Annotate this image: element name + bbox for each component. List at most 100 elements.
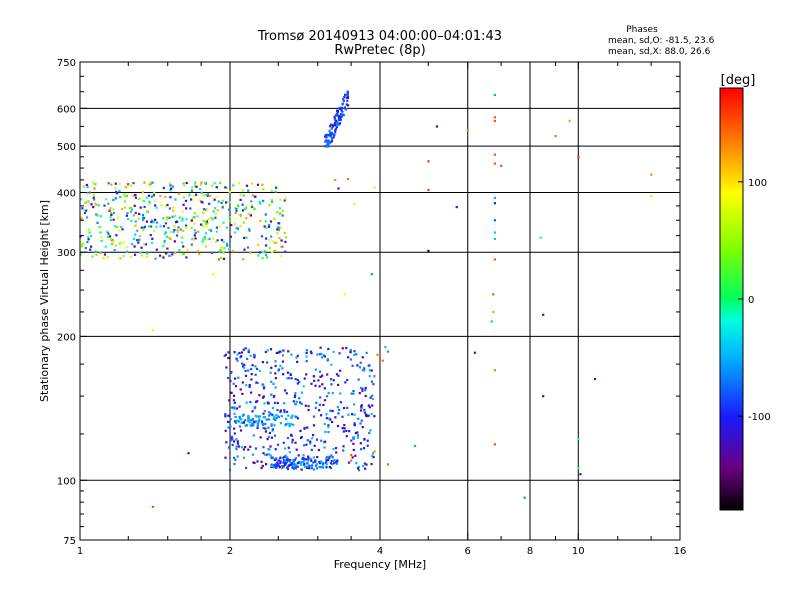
data-point	[233, 440, 236, 443]
data-point	[152, 194, 155, 197]
data-point	[185, 218, 188, 221]
data-point	[222, 240, 225, 243]
data-point	[127, 184, 130, 187]
data-point	[227, 420, 230, 423]
data-point	[345, 93, 348, 96]
data-point	[542, 313, 545, 316]
data-point	[265, 244, 268, 247]
data-point	[169, 196, 172, 199]
data-point	[329, 134, 332, 137]
data-point	[162, 256, 165, 259]
data-point	[333, 462, 336, 465]
data-point	[154, 257, 157, 260]
data-point	[304, 465, 308, 468]
data-point	[291, 441, 294, 444]
data-point	[366, 444, 369, 447]
data-point	[256, 422, 259, 425]
data-point	[312, 461, 315, 464]
data-point	[577, 438, 580, 441]
data-point	[328, 457, 331, 460]
data-point	[320, 352, 323, 355]
data-point	[183, 196, 186, 199]
data-point	[137, 241, 140, 244]
data-point	[304, 404, 307, 407]
data-point	[212, 273, 215, 276]
data-point	[281, 360, 284, 363]
data-point	[274, 386, 277, 389]
data-point	[100, 239, 103, 242]
data-point	[122, 254, 125, 257]
data-point	[341, 110, 344, 113]
data-point	[123, 193, 126, 196]
data-point	[352, 448, 355, 451]
data-point	[325, 463, 328, 466]
data-point	[231, 443, 234, 446]
data-point	[279, 461, 282, 465]
data-point	[247, 448, 250, 451]
data-point	[182, 229, 185, 232]
data-point	[346, 406, 349, 409]
data-point	[276, 401, 279, 405]
data-point	[245, 217, 248, 220]
data-point	[318, 385, 321, 388]
data-point	[212, 210, 215, 213]
data-point	[211, 184, 214, 187]
data-point	[185, 181, 188, 185]
data-point	[330, 137, 334, 140]
data-point	[365, 413, 368, 416]
data-point	[275, 466, 278, 469]
data-point	[282, 465, 285, 468]
data-point	[275, 186, 278, 189]
data-point	[303, 377, 306, 380]
data-point	[321, 356, 324, 359]
data-point	[363, 367, 366, 370]
data-point	[163, 233, 166, 236]
data-point	[358, 392, 361, 395]
data-point	[223, 354, 226, 357]
data-point	[244, 347, 247, 350]
y-tick-label: 600	[57, 104, 76, 115]
data-point	[554, 135, 557, 138]
data-point	[147, 225, 151, 228]
data-point	[279, 422, 282, 425]
data-point	[212, 237, 215, 240]
data-point	[288, 423, 292, 426]
data-point	[270, 424, 273, 427]
data-point	[346, 95, 349, 98]
data-point	[273, 463, 276, 466]
data-point	[331, 409, 334, 413]
data-point	[178, 249, 181, 252]
data-point	[322, 466, 325, 469]
data-point	[162, 217, 165, 220]
data-point	[233, 412, 236, 415]
data-point	[319, 375, 322, 378]
data-point	[309, 350, 313, 353]
data-point	[335, 112, 338, 116]
data-point	[259, 202, 262, 205]
data-point	[373, 415, 376, 418]
data-point	[262, 452, 265, 455]
data-point	[96, 221, 99, 224]
data-point	[109, 215, 112, 219]
data-point	[108, 209, 111, 212]
data-point	[284, 240, 287, 243]
data-point	[321, 383, 324, 386]
data-point	[206, 222, 209, 225]
data-point	[93, 198, 96, 201]
data-point	[234, 385, 238, 388]
data-point	[251, 204, 254, 207]
colorbar-ticks: 100 0 -100	[738, 178, 771, 423]
data-point	[165, 252, 168, 255]
data-point	[224, 429, 227, 432]
data-point	[277, 229, 280, 232]
data-point	[119, 196, 122, 199]
data-point	[347, 461, 351, 464]
data-point	[201, 240, 204, 243]
data-point	[111, 242, 114, 245]
data-point	[325, 461, 328, 465]
data-point	[242, 348, 245, 351]
data-point	[493, 202, 496, 205]
data-point	[190, 219, 193, 222]
data-point	[164, 195, 167, 199]
